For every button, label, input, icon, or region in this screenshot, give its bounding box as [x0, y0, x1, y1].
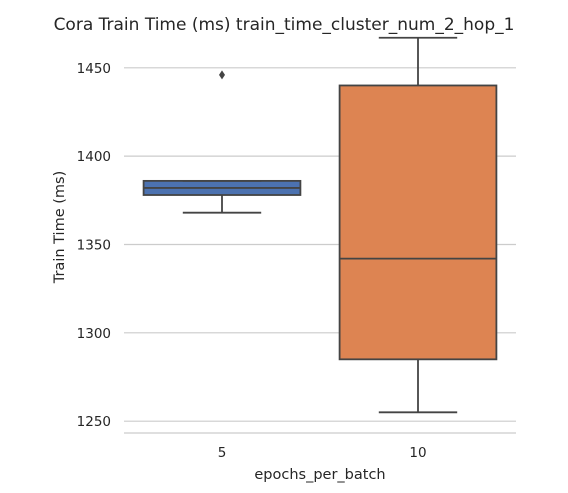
- x-tick-label: 5: [218, 445, 227, 461]
- y-tick-label: 1300: [77, 326, 111, 342]
- y-tick-label: 1450: [77, 61, 111, 77]
- y-axis-label: Train Time (ms): [52, 171, 68, 285]
- x-tick-labels: 5 10: [218, 445, 427, 461]
- box-10: [338, 36, 498, 414]
- y-tick-label: 1350: [77, 237, 111, 253]
- y-tick-label: 1400: [77, 149, 111, 165]
- boxes: [142, 36, 498, 414]
- y-tick-label: 1250: [77, 414, 111, 430]
- chart-title: Cora Train Time (ms) train_time_cluster_…: [54, 15, 515, 35]
- x-tick-label: 10: [409, 445, 426, 461]
- box-5: [142, 70, 302, 214]
- outlier-point: [219, 70, 225, 80]
- box-body: [338, 84, 498, 361]
- x-axis-label: epochs_per_batch: [254, 467, 385, 483]
- y-tick-labels: 1250 1300 1350 1400 1450: [77, 61, 111, 430]
